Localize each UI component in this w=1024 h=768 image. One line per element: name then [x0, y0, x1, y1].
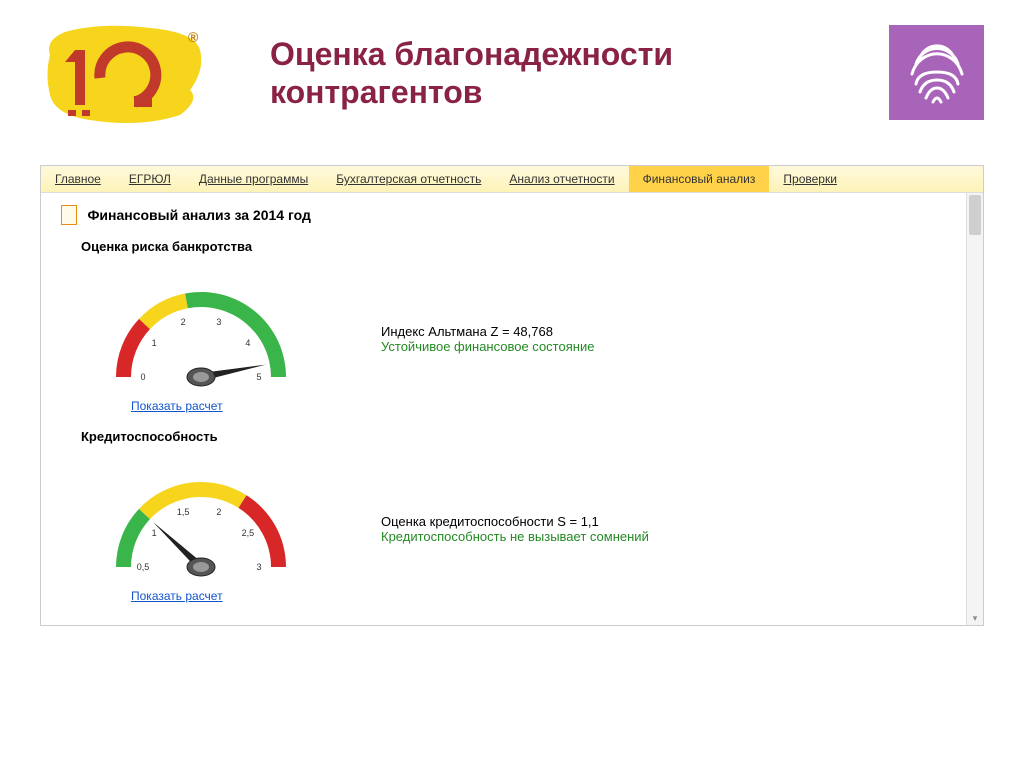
show-calc-link-1[interactable]: Показать расчет: [131, 399, 223, 413]
show-calc-link-2[interactable]: Показать расчет: [131, 589, 223, 603]
svg-text:4: 4: [245, 338, 250, 348]
tabbar: Главное ЕГРЮЛ Данные программы Бухгалтер…: [41, 166, 983, 193]
tab-checks[interactable]: Проверки: [769, 166, 851, 192]
svg-text:2,5: 2,5: [242, 528, 255, 538]
tab-program-data[interactable]: Данные программы: [185, 166, 322, 192]
collapse-marker-icon[interactable]: [61, 205, 77, 225]
svg-text:2: 2: [216, 507, 221, 517]
svg-text:5: 5: [256, 372, 261, 382]
svg-text:2: 2: [181, 317, 186, 327]
credit-status: Кредитоспособность не вызывает сомнений: [381, 529, 649, 544]
svg-text:1: 1: [152, 528, 157, 538]
tab-accounting[interactable]: Бухгалтерская отчетность: [322, 166, 495, 192]
fingerprint-icon: [906, 38, 968, 108]
scroll-down-icon[interactable]: ▾: [967, 611, 983, 625]
svg-text:1,5: 1,5: [177, 507, 190, 517]
page-title: Оценка благонадежностиконтрагентов: [210, 20, 889, 112]
section-title: Финансовый анализ за 2014 год: [87, 207, 310, 223]
altman-status: Устойчивое финансовое состояние: [381, 339, 594, 354]
svg-text:0: 0: [140, 372, 145, 382]
credit-score: Оценка кредитоспособности S = 1,1: [381, 514, 649, 529]
tab-reporting-analysis[interactable]: Анализ отчетности: [495, 166, 628, 192]
altman-index: Индекс Альтмана Z = 48,768: [381, 324, 594, 339]
logo-1c: ®: [40, 20, 210, 130]
tab-financial-analysis[interactable]: Финансовый анализ: [629, 166, 770, 192]
svg-text:0,5: 0,5: [137, 562, 150, 572]
section-header: Финансовый анализ за 2014 год: [61, 205, 963, 225]
scrollbar[interactable]: ▴ ▾: [966, 193, 983, 625]
svg-text:1: 1: [152, 338, 157, 348]
credit-gauge: 0,5 1 1,5 2 2,5 3: [91, 452, 341, 587]
svg-text:3: 3: [216, 317, 221, 327]
bankruptcy-gauge: 0 1 2 3 4 5: [91, 262, 341, 397]
svg-text:3: 3: [256, 562, 261, 572]
tab-main[interactable]: Главное: [41, 166, 115, 192]
scroll-thumb[interactable]: [969, 195, 981, 235]
analysis-panel: Главное ЕГРЮЛ Данные программы Бухгалтер…: [40, 165, 984, 626]
gauge1-metrics: Индекс Альтмана Z = 48,768 Устойчивое фи…: [341, 324, 594, 354]
tab-egrul[interactable]: ЕГРЮЛ: [115, 166, 185, 192]
gauge2-heading: Кредитоспособность: [81, 429, 963, 444]
gauge1-heading: Оценка риска банкротства: [81, 239, 963, 254]
fingerprint-badge: [889, 25, 984, 120]
trademark-icon: ®: [188, 29, 199, 45]
gauge2-metrics: Оценка кредитоспособности S = 1,1 Кредит…: [341, 514, 649, 544]
